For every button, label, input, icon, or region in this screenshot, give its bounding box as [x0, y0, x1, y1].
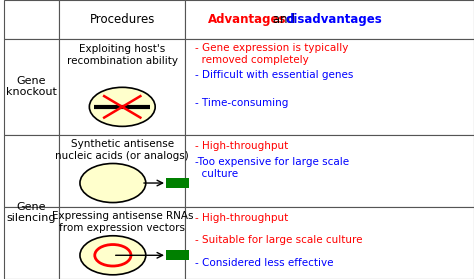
Circle shape: [89, 87, 155, 126]
Bar: [4, 135, 59, 207]
Bar: [4, 207, 59, 279]
Text: Exploiting host's
recombination ability: Exploiting host's recombination ability: [67, 44, 178, 66]
Bar: [185, 0, 474, 39]
Bar: [59, 207, 185, 279]
Text: -Too expensive for large scale
  culture: -Too expensive for large scale culture: [195, 157, 349, 179]
Bar: [166, 178, 189, 188]
Text: Procedures: Procedures: [90, 13, 155, 26]
Bar: [59, 135, 185, 207]
Text: Advantages: Advantages: [208, 13, 287, 26]
Circle shape: [95, 244, 131, 266]
Text: - High-throughput: - High-throughput: [195, 141, 288, 151]
Text: Expressing antisense RNAs
from expression vectors: Expressing antisense RNAs from expressio…: [52, 211, 193, 233]
Bar: [185, 135, 474, 207]
Text: Gene
knockout: Gene knockout: [6, 76, 57, 97]
Text: - Difficult with essential genes: - Difficult with essential genes: [195, 70, 353, 80]
Bar: [185, 39, 474, 135]
Text: - Time-consuming: - Time-consuming: [195, 98, 288, 108]
Bar: [4, 0, 59, 39]
Bar: [166, 250, 189, 260]
Text: - Suitable for large scale culture: - Suitable for large scale culture: [195, 235, 362, 245]
Text: disadvantages: disadvantages: [286, 13, 383, 26]
Text: - High-throughput: - High-throughput: [195, 213, 288, 223]
Text: Gene
silencing: Gene silencing: [7, 202, 56, 223]
Text: and: and: [269, 13, 299, 26]
Text: Synthetic antisense
nucleic acids (or analogs): Synthetic antisense nucleic acids (or an…: [55, 139, 189, 161]
Text: - Gene expression is typically
  removed completely: - Gene expression is typically removed c…: [195, 43, 348, 65]
Bar: [59, 0, 185, 39]
Bar: [59, 39, 185, 135]
Circle shape: [80, 236, 146, 275]
Circle shape: [80, 163, 146, 203]
Text: - Considered less effective: - Considered less effective: [195, 258, 333, 268]
Bar: [185, 207, 474, 279]
Bar: [4, 39, 59, 135]
